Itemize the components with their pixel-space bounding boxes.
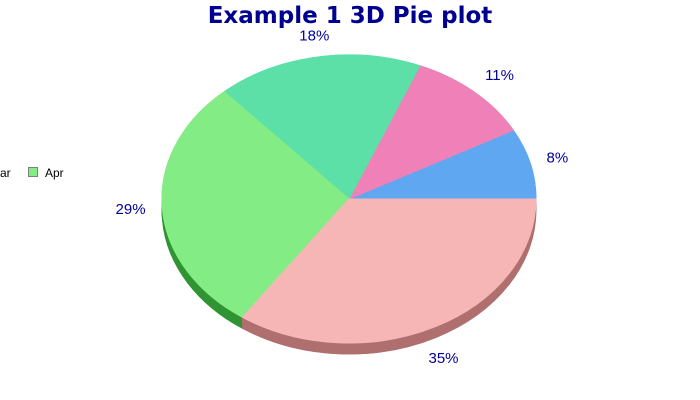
pie-slice xyxy=(241,198,537,344)
pie-slice xyxy=(348,65,514,200)
chart-title: Example 1 3D Pie plot xyxy=(207,3,493,29)
pie-slice xyxy=(223,54,421,200)
legend-item-apr-label: Apr xyxy=(45,166,64,180)
pie-slice xyxy=(348,129,537,200)
slice-percent-label: 11% xyxy=(485,67,514,84)
slice-percent-label: 8% xyxy=(547,150,569,167)
legend-swatch-apr xyxy=(28,167,38,177)
slice-percent-label: 18% xyxy=(299,27,329,44)
pie-slice xyxy=(161,91,350,318)
chart-legend: ar Apr xyxy=(0,0,100,400)
slice-percent-label: 29% xyxy=(116,201,146,218)
slice-percent-label: 35% xyxy=(428,350,458,367)
legend-item-truncated-label: ar xyxy=(0,166,11,180)
